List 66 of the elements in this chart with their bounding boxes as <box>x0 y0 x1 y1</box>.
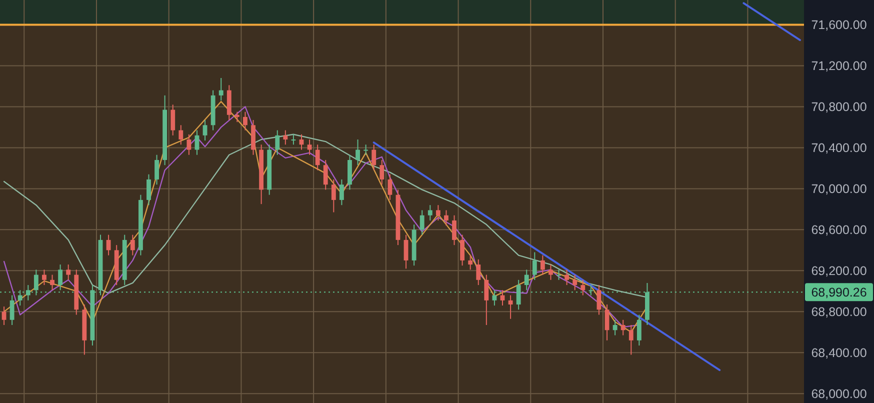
y-tick-label: 71,600.00 <box>811 18 867 32</box>
candlestick <box>596 284 602 316</box>
candlestick <box>620 319 626 336</box>
candlestick <box>540 254 545 276</box>
candlestick <box>178 124 184 146</box>
candlestick <box>548 264 553 280</box>
candlestick <box>380 159 384 186</box>
candlestick <box>323 159 328 190</box>
candlestick <box>532 252 537 280</box>
candlestick <box>476 258 481 286</box>
candlestick <box>636 314 642 346</box>
candlestick <box>580 279 586 296</box>
candlestick <box>243 111 248 131</box>
candlestick <box>66 264 71 280</box>
candlestick <box>50 274 54 291</box>
candlestick <box>170 104 176 136</box>
y-tick-label: 69,600.00 <box>811 223 867 238</box>
candlestick <box>58 264 63 291</box>
candlestick <box>628 324 634 356</box>
candlestick <box>2 306 6 326</box>
candlestick <box>436 204 440 221</box>
candlestick <box>291 134 296 146</box>
candlestick <box>452 214 456 246</box>
candlestick <box>612 319 618 336</box>
candlestick <box>10 294 14 326</box>
candlestick <box>275 130 280 156</box>
candlestick <box>404 234 408 270</box>
y-tick-label: 70,000.00 <box>811 182 867 196</box>
candlestick <box>428 204 432 221</box>
candlestick <box>339 178 344 206</box>
y-tick-label: 69,200.00 <box>811 264 867 278</box>
candlestick <box>202 120 208 142</box>
ref-line-label: 68,990.26 <box>811 286 867 300</box>
candlestick <box>388 174 392 200</box>
candlestick <box>372 144 376 171</box>
candlestick <box>42 269 46 286</box>
candlestick <box>356 138 360 166</box>
candlestick <box>460 234 465 266</box>
candlestick <box>331 178 336 213</box>
candlestick <box>564 269 570 286</box>
candlestick <box>315 144 320 171</box>
candlestick <box>524 269 529 291</box>
candlestick <box>218 77 224 102</box>
candlestick <box>106 234 111 256</box>
y-tick-label: 68,800.00 <box>811 305 867 320</box>
candlestick <box>508 294 513 320</box>
y-tick-label: 70,800.00 <box>811 100 867 114</box>
candlestick <box>130 234 135 256</box>
candlestick <box>572 274 578 291</box>
candlestick <box>234 111 240 123</box>
candlestick <box>154 154 159 186</box>
candlestick <box>484 274 489 326</box>
y-tick-label: 68,000.00 <box>811 387 867 402</box>
candlestick <box>604 304 610 341</box>
candlestick <box>444 210 448 226</box>
y-tick-label: 70,400.00 <box>811 141 867 156</box>
y-tick-label: 68,400.00 <box>811 346 867 360</box>
candlestick <box>556 269 561 280</box>
candlestick <box>364 144 368 156</box>
candlestick <box>146 174 151 206</box>
candlestick <box>420 210 424 236</box>
candlestick <box>283 130 288 146</box>
y-tick-label: 71,200.00 <box>811 59 867 74</box>
candlestick <box>307 138 312 156</box>
candlestick <box>186 134 192 156</box>
candlestick <box>468 254 473 270</box>
